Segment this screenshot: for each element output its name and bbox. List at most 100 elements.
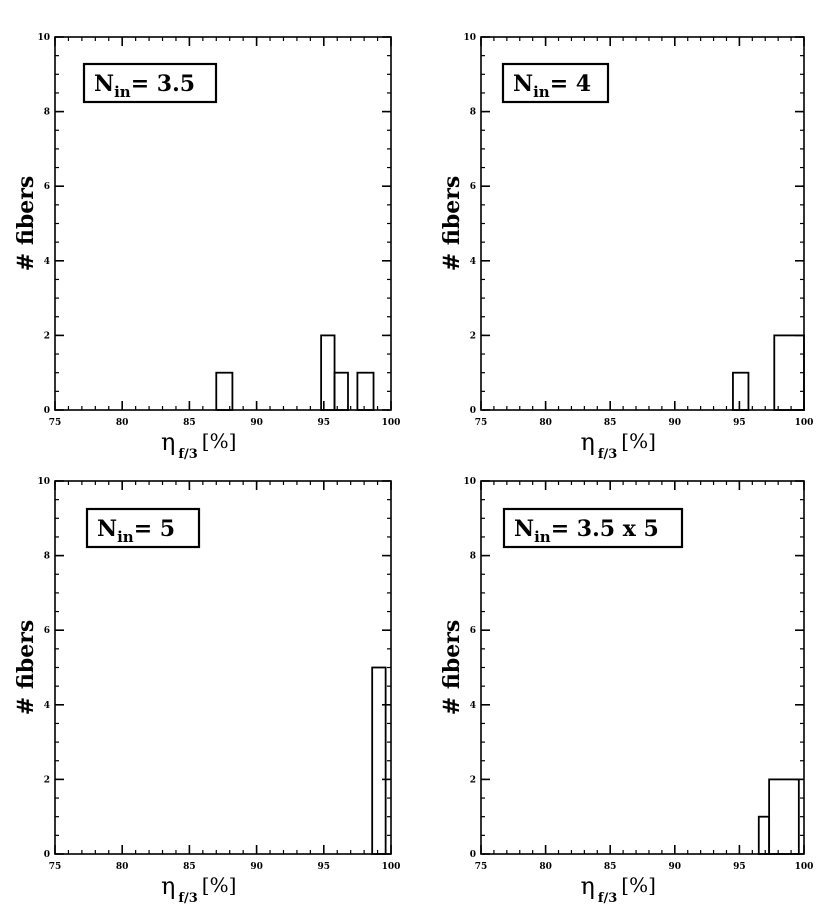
chart-panel-bottom-left: 75 80 85 90 95 100 0 2 4 6 8 10 Nin= 5 η f/3 [%] # fiber… — [13, 477, 400, 906]
y-tick-label: 4 — [44, 701, 50, 711]
x-tick-label: 90 — [669, 418, 682, 428]
legend-main: N — [513, 71, 533, 97]
y-tick-label: 6 — [470, 182, 476, 192]
legend-box: Nin= 3.5 — [82, 62, 218, 104]
y-tick-label: 6 — [44, 182, 50, 192]
histogram-bar — [757, 815, 771, 855]
y-tick-label: 10 — [37, 477, 50, 487]
chart-panel-bottom-right: 75 80 85 90 95 100 0 2 4 6 8 10 Nin= 3.5 x 5 η f/3 [%] #… — [439, 477, 813, 906]
legend-frame — [502, 507, 684, 549]
x-tick-label: 90 — [250, 862, 263, 872]
chart-panel-top-left: 75 80 85 90 95 100 0 2 4 6 8 10 Nin= 3.5 η f/3 [%] # fib… — [13, 33, 400, 462]
y-tick-label: 10 — [463, 33, 476, 43]
x-label-subscript: f/3 — [598, 891, 617, 906]
x-tick-label: 80 — [539, 862, 552, 872]
legend-value: = 3.5 x 5 — [551, 516, 659, 542]
legend-text: Nin= 3.5 — [94, 71, 195, 101]
histogram-bar — [356, 371, 375, 411]
legend-value: = 4 — [550, 71, 591, 97]
x-label-symbol: η — [161, 428, 175, 456]
y-tick-label: 2 — [44, 331, 50, 341]
y-tick-label: 4 — [470, 257, 476, 267]
x-tick-label: 75 — [475, 418, 488, 428]
x-tick-label: 100 — [795, 418, 814, 428]
y-tick-label: 0 — [470, 850, 476, 860]
chart-panel-top-right: 75 80 85 90 95 100 0 2 4 6 8 10 Nin= 4 η f/3 [%] # fiber… — [439, 33, 813, 462]
y-tick-label: 8 — [44, 552, 50, 562]
x-tick-label: 90 — [250, 418, 263, 428]
legend-frame — [82, 62, 218, 104]
x-label-unit: [%] — [621, 873, 656, 897]
y-tick-label: 0 — [44, 406, 50, 416]
x-label-unit: [%] — [621, 429, 656, 453]
y-tick-label: 2 — [44, 775, 50, 785]
x-tick-label: 85 — [183, 418, 196, 428]
y-tick-label: 10 — [37, 33, 50, 43]
y-tick-label: 0 — [470, 406, 476, 416]
y-tick-label: 8 — [44, 108, 50, 118]
x-tick-label: 80 — [116, 418, 129, 428]
legend-frame — [501, 62, 610, 104]
y-tick-label: 8 — [470, 552, 476, 562]
x-tick-label: 95 — [733, 418, 746, 428]
x-tick-label: 90 — [669, 862, 682, 872]
legend-subscript: in — [534, 528, 551, 546]
histogram-bar — [768, 778, 800, 855]
legend-box: Nin= 5 — [85, 507, 201, 549]
x-label-symbol: η — [581, 428, 595, 456]
x-axis-label: η f/3 [%] — [161, 872, 236, 906]
x-tick-label: 100 — [382, 862, 401, 872]
y-axis-label: # fibers — [13, 620, 39, 715]
legend-subscript: in — [117, 528, 134, 546]
y-axis-label: # fibers — [13, 176, 39, 271]
y-tick-label: 4 — [470, 701, 476, 711]
legend-main: N — [97, 516, 117, 542]
x-label-subscript: f/3 — [178, 891, 197, 906]
legend-main: N — [94, 71, 114, 97]
y-tick-label: 2 — [470, 775, 476, 785]
x-tick-label: 75 — [475, 862, 488, 872]
histogram-bar — [773, 334, 805, 411]
x-label-symbol: η — [581, 872, 595, 900]
x-label-symbol: η — [161, 872, 175, 900]
x-label-unit: [%] — [202, 429, 237, 453]
histogram-bar — [320, 334, 336, 411]
legend-text: Nin= 4 — [513, 71, 591, 101]
legend-frame — [85, 507, 201, 549]
x-tick-label: 100 — [382, 418, 401, 428]
x-label-unit: [%] — [202, 873, 237, 897]
legend-main: N — [514, 516, 534, 542]
x-tick-label: 75 — [49, 418, 62, 428]
legend-value: = 3.5 — [131, 71, 195, 97]
x-label-subscript: f/3 — [598, 447, 617, 462]
y-tick-label: 2 — [470, 331, 476, 341]
x-tick-label: 85 — [604, 418, 617, 428]
legend-text: Nin= 3.5 x 5 — [514, 516, 659, 546]
legend-box: Nin= 3.5 x 5 — [502, 507, 684, 549]
legend-box: Nin= 4 — [501, 62, 610, 104]
histogram-bar — [215, 371, 234, 411]
legend-subscript: in — [533, 83, 550, 101]
histogram-bar — [732, 371, 750, 411]
x-tick-label: 95 — [318, 418, 331, 428]
x-tick-label: 80 — [116, 862, 129, 872]
x-axis-label: η f/3 [%] — [161, 428, 236, 462]
x-tick-label: 100 — [795, 862, 814, 872]
x-tick-label: 95 — [733, 862, 746, 872]
y-tick-label: 10 — [463, 477, 476, 487]
y-axis-label: # fibers — [439, 620, 465, 715]
legend-value: = 5 — [134, 516, 175, 542]
x-tick-label: 85 — [183, 862, 196, 872]
histogram-bar — [333, 371, 349, 411]
x-axis-label: η f/3 [%] — [581, 872, 656, 906]
histogram-bar — [371, 666, 387, 855]
y-tick-label: 4 — [44, 257, 50, 267]
y-tick-label: 0 — [44, 850, 50, 860]
legend-text: Nin= 5 — [97, 516, 175, 546]
x-tick-label: 95 — [318, 862, 331, 872]
x-tick-label: 85 — [604, 862, 617, 872]
y-tick-label: 8 — [470, 108, 476, 118]
y-tick-label: 6 — [44, 626, 50, 636]
x-axis-label: η f/3 [%] — [581, 428, 656, 462]
